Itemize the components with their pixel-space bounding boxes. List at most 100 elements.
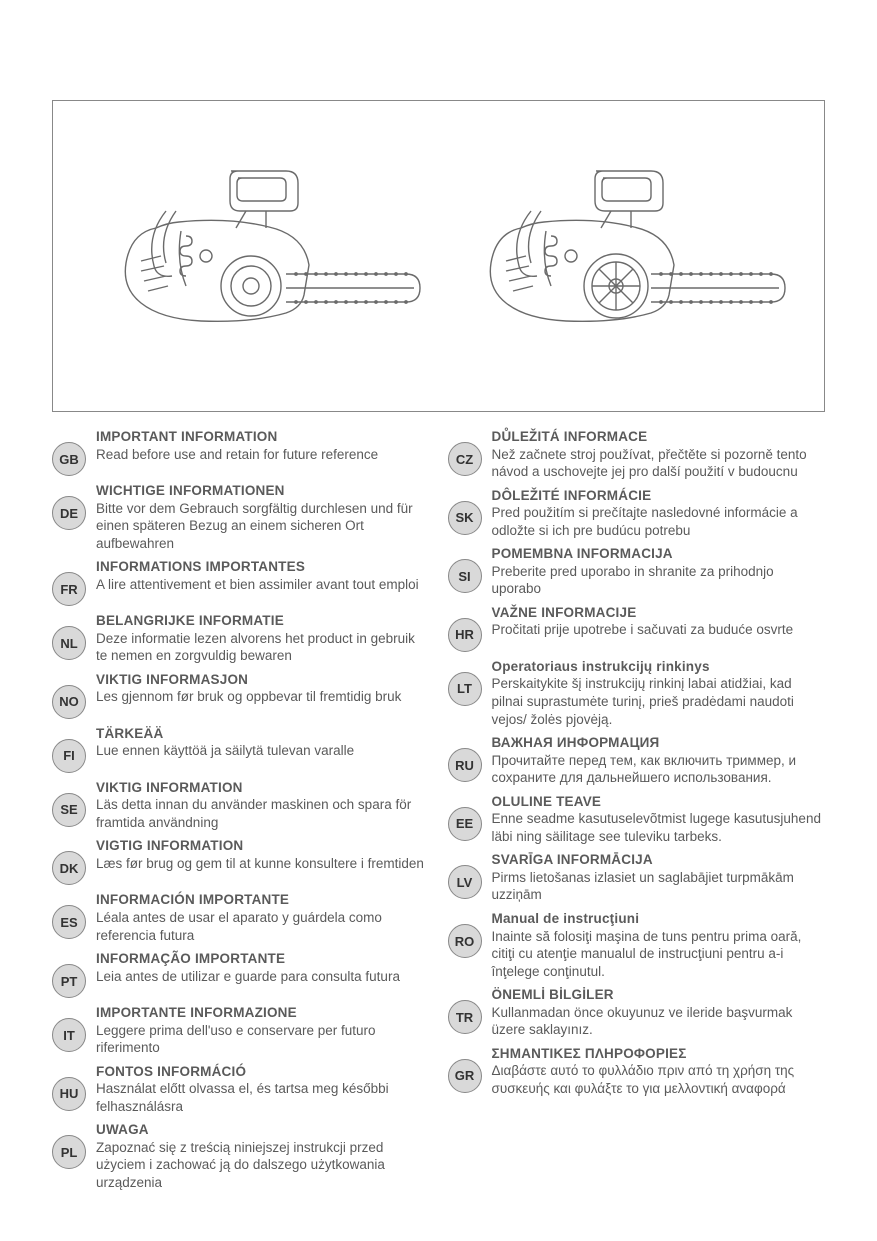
language-entry: GR ΣΗΜΑΝΤΙΚΕΣ ΠΛΗΡΟΦΟΡΙΕΣΔιαβάστε αυτό το…	[448, 1045, 826, 1098]
country-badge: FR	[52, 572, 86, 606]
entry-title: IMPORTANTE INFORMAZIONE	[96, 1004, 430, 1022]
language-entry: IT IMPORTANTE INFORMAZIONELeggere prima d…	[52, 1004, 430, 1057]
entry-title: IMPORTANT INFORMATION	[96, 428, 430, 446]
entry-body: Deze informatie lezen alvorens het produ…	[96, 630, 430, 665]
entry-title: VIKTIG INFORMASJON	[96, 671, 430, 689]
chainsaw-illustration-right	[451, 156, 791, 356]
entry-text: TÄRKEÄÄLue ennen käyttöä ja säilytä tule…	[96, 725, 430, 760]
entry-body: Bitte vor dem Gebrauch sorgfältig durchl…	[96, 500, 430, 553]
language-entry: PT INFORMAÇÃO IMPORTANTELeia antes de uti…	[52, 950, 430, 998]
country-badge: IT	[52, 1018, 86, 1052]
language-entry: DKVIGTIG INFORMATIONLæs før brug og gem …	[52, 837, 430, 885]
entry-body: Læs før brug og gem til at kunne konsult…	[96, 855, 430, 873]
entry-body: Kullanmadan önce okuyunuz ve ileride baş…	[492, 1004, 826, 1039]
entry-title: VIKTIG INFORMATION	[96, 779, 430, 797]
entry-text: POMEMBNA INFORMACIJAPreberite pred upora…	[492, 545, 826, 598]
country-badge: LV	[448, 865, 482, 899]
country-badge: NL	[52, 626, 86, 660]
language-entry: HR VAŽNE INFORMACIJEPročitati prije upotr…	[448, 604, 826, 652]
language-entry: CZ DŮLEŽITÁ INFORMACENež začnete stroj po…	[448, 428, 826, 481]
entry-title: Manual de instrucţiuni	[492, 910, 826, 928]
country-badge: PL	[52, 1135, 86, 1169]
entry-text: WICHTIGE INFORMATIONENBitte vor dem Gebr…	[96, 482, 430, 552]
country-badge: ES	[52, 905, 86, 939]
entry-body: Read before use and retain for future re…	[96, 446, 430, 464]
entry-body: Leia antes de utilizar e guarde para con…	[96, 968, 430, 986]
language-entry: RU ВАЖНАЯ ИНФОРМАЦИЯПрочитайте перед тем,…	[448, 734, 826, 787]
country-badge: LT	[448, 672, 482, 706]
product-illustration-frame	[52, 100, 825, 412]
entry-text: ÖNEMLİ BİLGİLERKullanmadan önce okuyunuz…	[492, 986, 826, 1039]
entry-title: INFORMATIONS IMPORTANTES	[96, 558, 430, 576]
entry-text: FONTOS INFORMÁCIÓHasználat előtt olvassa…	[96, 1063, 430, 1116]
entry-title: SVARĪGA INFORMĀCIJA	[492, 851, 826, 869]
country-badge: DK	[52, 851, 86, 885]
entry-text: BELANGRIJKE INFORMATIEDeze informatie le…	[96, 612, 430, 665]
entry-text: IMPORTANTE INFORMAZIONELeggere prima del…	[96, 1004, 430, 1057]
language-entry: NO VIKTIG INFORMASJONLes gjennom før bruk…	[52, 671, 430, 719]
country-badge: RO	[448, 924, 482, 958]
country-badge: CZ	[448, 442, 482, 476]
entry-title: DŮLEŽITÁ INFORMACE	[492, 428, 826, 446]
entry-title: FONTOS INFORMÁCIÓ	[96, 1063, 430, 1081]
country-badge: HU	[52, 1077, 86, 1111]
entry-title: WICHTIGE INFORMATIONEN	[96, 482, 430, 500]
right-column: CZ DŮLEŽITÁ INFORMACENež začnete stroj po…	[448, 428, 826, 1198]
entry-body: Léala antes de usar el aparato y guárdel…	[96, 909, 430, 944]
entry-body: Inainte să folosiţi maşina de tuns pentr…	[492, 928, 826, 981]
country-badge: GR	[448, 1059, 482, 1093]
entry-body: Läs detta innan du använder maskinen och…	[96, 796, 430, 831]
entry-body: Les gjennom før bruk og oppbevar til fre…	[96, 688, 430, 706]
language-entry: DE WICHTIGE INFORMATIONENBitte vor dem Ge…	[52, 482, 430, 552]
entry-text: VIKTIG INFORMASJONLes gjennom før bruk o…	[96, 671, 430, 706]
entry-body: Leggere prima dell'uso e conservare per …	[96, 1022, 430, 1057]
entry-title: BELANGRIJKE INFORMATIE	[96, 612, 430, 630]
left-column: GBIMPORTANT INFORMATIONRead before use a…	[52, 428, 430, 1198]
language-columns: GBIMPORTANT INFORMATIONRead before use a…	[52, 428, 825, 1198]
entry-title: TÄRKEÄÄ	[96, 725, 430, 743]
entry-text: INFORMAÇÃO IMPORTANTELeia antes de utili…	[96, 950, 430, 985]
chainsaw-illustration-left	[86, 156, 426, 356]
entry-text: INFORMATIONS IMPORTANTESA lire attentive…	[96, 558, 430, 593]
language-entry: SIPOMEMBNA INFORMACIJAPreberite pred upo…	[448, 545, 826, 598]
entry-body: Enne seadme kasutuselevõtmist lugege kas…	[492, 810, 826, 845]
entry-body: Прочитайте перед тем, как включить тримм…	[492, 752, 826, 787]
language-entry: LV SVARĪGA INFORMĀCIJAPirms lietošanas iz…	[448, 851, 826, 904]
entry-body: Perskaitykite šį instrukcijų rinkinį lab…	[492, 675, 826, 728]
country-badge: PT	[52, 964, 86, 998]
entry-body: Pročitati prije upotrebe i sačuvati za b…	[492, 621, 826, 639]
country-badge: NO	[52, 685, 86, 719]
country-badge: EE	[448, 807, 482, 841]
entry-text: OLULINE TEAVEEnne seadme kasutuselevõtmi…	[492, 793, 826, 846]
language-entry: SKDÔLEŽITÉ INFORMÁCIEPred použitím si pr…	[448, 487, 826, 540]
entry-title: DÔLEŽITÉ INFORMÁCIE	[492, 487, 826, 505]
entry-text: ΣΗΜΑΝΤΙΚΕΣ ΠΛΗΡΟΦΟΡΙΕΣΔιαβάστε αυτό το φ…	[492, 1045, 826, 1098]
entry-body: Διαβάστε αυτό το φυλλάδιο πριν από τη χρ…	[492, 1062, 826, 1097]
entry-title: ВАЖНАЯ ИНФОРМАЦИЯ	[492, 734, 826, 752]
entry-text: SVARĪGA INFORMĀCIJAPirms lietošanas izla…	[492, 851, 826, 904]
entry-text: Operatoriaus instrukcijų rinkinysPerskai…	[492, 658, 826, 728]
entry-body: Než začnete stroj používat, přečtěte si …	[492, 446, 826, 481]
language-entry: ESINFORMACIÓN IMPORTANTELéala antes de u…	[52, 891, 430, 944]
entry-text: DÔLEŽITÉ INFORMÁCIEPred použitím si preč…	[492, 487, 826, 540]
entry-title: UWAGA	[96, 1121, 430, 1139]
language-entry: NL BELANGRIJKE INFORMATIEDeze informatie …	[52, 612, 430, 665]
entry-body: Használat előtt olvassa el, és tartsa me…	[96, 1080, 430, 1115]
language-entry: FITÄRKEÄÄLue ennen käyttöä ja säilytä tu…	[52, 725, 430, 773]
country-badge: DE	[52, 496, 86, 530]
country-badge: TR	[448, 1000, 482, 1034]
entry-title: VAŽNE INFORMACIJE	[492, 604, 826, 622]
entry-title: POMEMBNA INFORMACIJA	[492, 545, 826, 563]
entry-body: A lire attentivement et bien assimiler a…	[96, 576, 430, 594]
entry-text: UWAGAZapoznać się z treścią niniejszej i…	[96, 1121, 430, 1191]
country-badge: RU	[448, 748, 482, 782]
entry-text: VIKTIG INFORMATIONLäs detta innan du anv…	[96, 779, 430, 832]
language-entry: RO Manual de instrucţiuniInainte să folos…	[448, 910, 826, 980]
country-badge: SE	[52, 793, 86, 827]
entry-title: Operatoriaus instrukcijų rinkinys	[492, 658, 826, 676]
entry-title: INFORMAÇÃO IMPORTANTE	[96, 950, 430, 968]
country-badge: HR	[448, 618, 482, 652]
language-entry: LT Operatoriaus instrukcijų rinkinysPersk…	[448, 658, 826, 728]
entry-body: Pred použitím si prečítajte nasledovné i…	[492, 504, 826, 539]
entry-title: ÖNEMLİ BİLGİLER	[492, 986, 826, 1004]
